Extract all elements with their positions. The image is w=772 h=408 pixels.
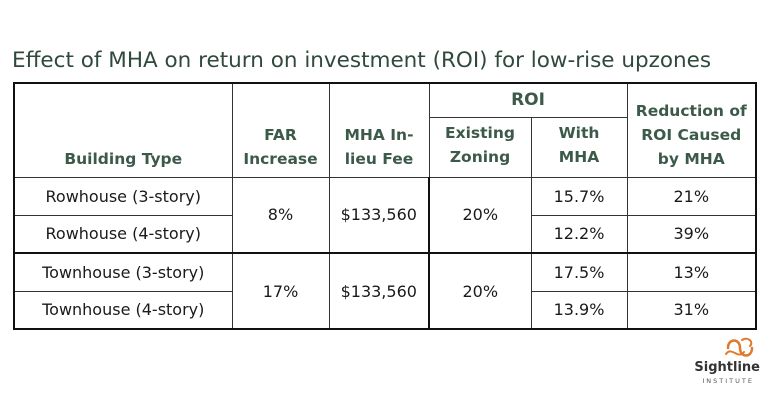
sightline-mark-icon [725,337,754,357]
header-far-line1: FAR [264,125,297,144]
table-row: Townhouse (4-story) 13.9% 31% [13,290,757,330]
header-reduction-line3: by MHA [657,149,725,168]
header-far-line2: Increase [243,149,318,168]
cell-far-increase: 17% [231,252,330,330]
header-reduction: Reduction of ROI Caused by MHA [626,82,757,178]
header-existing-line1: Existing [445,124,515,142]
cell-with-mha: 17.5% [530,252,628,292]
logo-name: Sightline [694,360,760,375]
roi-table: Building Type FAR Increase MHA In- lieu … [13,82,757,330]
header-withmha-line1: With [558,124,600,142]
cell-with-mha: 12.2% [530,214,628,254]
cell-building-type: Rowhouse (3-story) [13,176,233,216]
cell-reduction: 21% [626,176,757,216]
sightline-logo: Sightline INSTITUTE [632,330,760,390]
header-with-mha: With MHA [530,116,628,178]
header-reduction-line2: ROI Caused [641,125,742,144]
header-building-type: Building Type [13,82,233,178]
cell-building-type: Rowhouse (4-story) [13,214,233,254]
header-mha-line2: lieu Fee [344,149,414,168]
table-row: Townhouse (3-story) 17% $133,560 20% 17.… [13,252,757,330]
cell-building-type: Townhouse (4-story) [13,290,233,330]
header-roi: ROI [428,82,628,118]
cell-existing-zoning: 20% [428,252,532,330]
header-existing-zoning: Existing Zoning [428,116,532,178]
cell-existing-zoning: 20% [428,176,532,254]
header-existing-line2: Zoning [449,148,511,166]
cell-building-type: Townhouse (3-story) [13,252,233,292]
cell-mha-fee: $133,560 [328,252,430,330]
cell-reduction: 39% [626,214,757,254]
logo-sub: INSTITUTE [702,377,754,385]
cell-far-increase: 8% [231,176,330,254]
cell-reduction: 31% [626,290,757,330]
cell-reduction: 13% [626,252,757,292]
header-mha-line1: MHA In- [344,125,414,144]
table-row: Rowhouse (4-story) 12.2% 39% [13,214,757,254]
header-mha-fee: MHA In- lieu Fee [328,82,430,178]
cell-mha-fee: $133,560 [328,176,430,254]
page-title: Effect of MHA on return on investment (R… [12,48,712,73]
header-far-increase: FAR Increase [231,82,330,178]
header-withmha-line2: MHA [558,148,600,166]
header-reduction-line1: Reduction of [635,101,747,120]
cell-with-mha: 13.9% [530,290,628,330]
table-row: Rowhouse (3-story) 8% $133,560 20% 15.7%… [13,176,757,254]
cell-with-mha: 15.7% [530,176,628,216]
